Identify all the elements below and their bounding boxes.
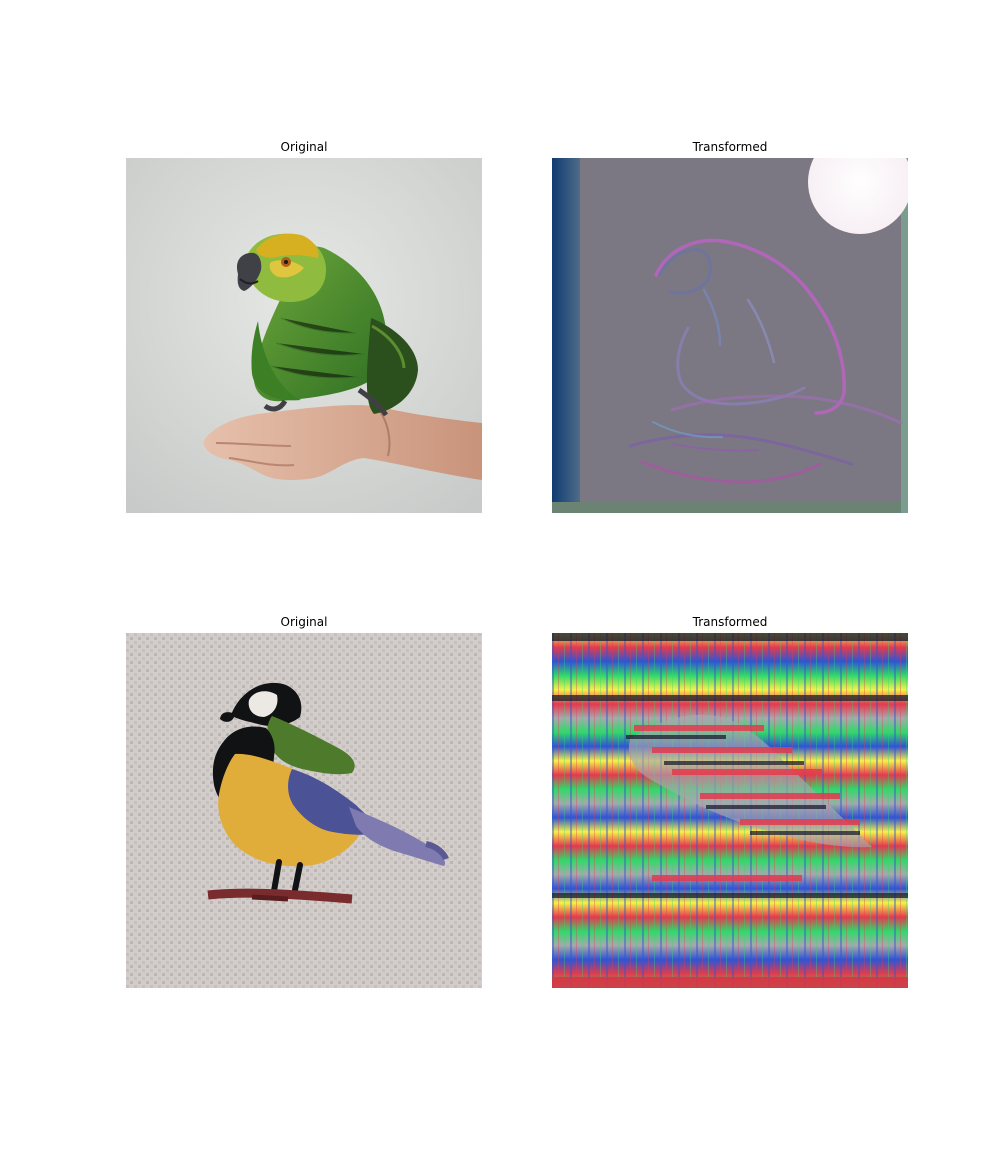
panel-title: Original	[280, 615, 328, 629]
panel-title: Original	[280, 140, 328, 154]
panel-title: Transformed	[692, 140, 768, 154]
panel-title: Transformed	[692, 615, 768, 629]
tit-transformed-image	[552, 633, 908, 988]
tit-original-image	[126, 633, 482, 988]
parrot-transformed-image	[552, 158, 908, 513]
parrot-original-image	[126, 158, 482, 513]
